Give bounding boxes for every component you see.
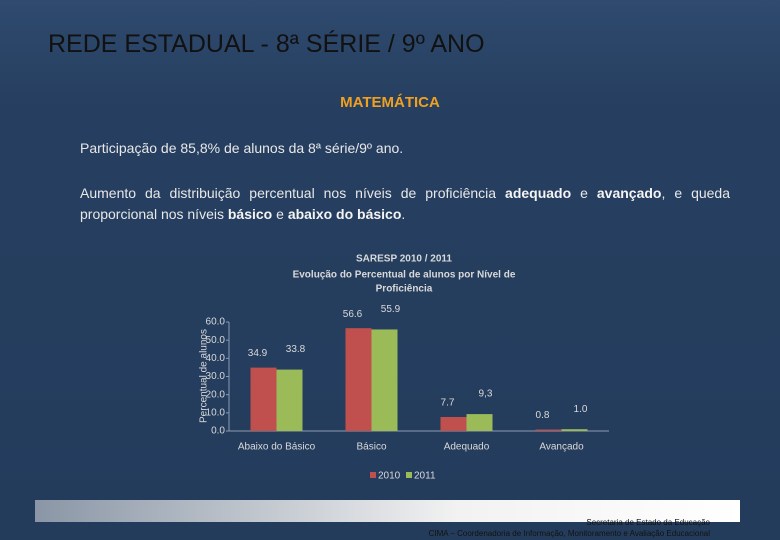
chart-title: SARESP 2010 / 2011	[356, 254, 452, 265]
value-label: 1.0	[574, 404, 588, 415]
legend-label: 2010	[378, 471, 401, 482]
slide-title: REDE ESTADUAL - 8ª SÉRIE / 9º ANO	[48, 30, 485, 58]
x-tick-label: Abaixo do Básico	[238, 442, 316, 453]
text-segment: Aumento da distribuição percentual nos n…	[80, 185, 506, 201]
bar	[276, 369, 303, 431]
value-label: 33.8	[286, 344, 306, 355]
paragraph: Participação de 85,8% de alunos da 8ª sé…	[80, 140, 404, 156]
bar	[371, 329, 398, 431]
bar	[535, 429, 562, 431]
y-tick-label: 40.0	[206, 353, 226, 364]
bar	[440, 417, 467, 431]
value-label: 7.7	[441, 398, 455, 409]
y-tick-label: 50.0	[206, 335, 226, 346]
legend-swatch	[406, 472, 412, 478]
text-segment: e	[272, 206, 288, 222]
legend-label: 2011	[414, 471, 436, 482]
bar	[345, 328, 372, 431]
text-segment: e	[571, 185, 597, 201]
text-segment: abaixo do básico	[287, 206, 402, 222]
chart: SARESP 2010 / 2011 Evolução do Percentua…	[199, 254, 609, 482]
value-label: 0.8	[536, 410, 550, 421]
subject: MATEMÁTICA	[340, 94, 440, 111]
value-label: 34.9	[248, 348, 268, 359]
y-tick-label: 20.0	[206, 389, 226, 400]
value-label: 9,3	[479, 389, 493, 400]
text-segment: adequado	[505, 185, 572, 201]
text-segment: .	[401, 206, 406, 222]
text-segment: básico	[227, 206, 273, 222]
text-segment: avançado	[596, 185, 662, 201]
x-tick-label: Adequado	[444, 442, 490, 453]
y-axis-label: Percentual de alunos	[199, 329, 210, 423]
chart-subtitle: Proficiência	[376, 284, 433, 295]
x-tick-label: Básico	[356, 442, 386, 453]
x-tick-label: Avançado	[539, 442, 584, 453]
y-tick-label: 10.0	[206, 407, 226, 418]
y-tick-label: 60.0	[206, 317, 226, 328]
bar	[466, 414, 493, 431]
text-segment: , e queda proporcional nos níveis	[80, 185, 730, 222]
bar	[561, 429, 588, 431]
paragraph: Aumento da distribuição percentual nos n…	[80, 183, 730, 225]
footer-text: Secretaria de Estado da Educação	[586, 518, 710, 527]
chart-subtitle: Evolução do Percentual de alunos por Nív…	[293, 270, 516, 281]
bar	[250, 367, 277, 431]
y-tick-label: 0.0	[211, 426, 225, 437]
footer-text: CIMA – Coordenadoria de Informação, Moni…	[428, 529, 710, 538]
value-label: 55.9	[381, 304, 401, 315]
value-label: 56.6	[343, 309, 363, 320]
legend-swatch	[370, 472, 376, 478]
footer-bar	[35, 500, 740, 522]
y-tick-label: 30.0	[206, 371, 226, 382]
